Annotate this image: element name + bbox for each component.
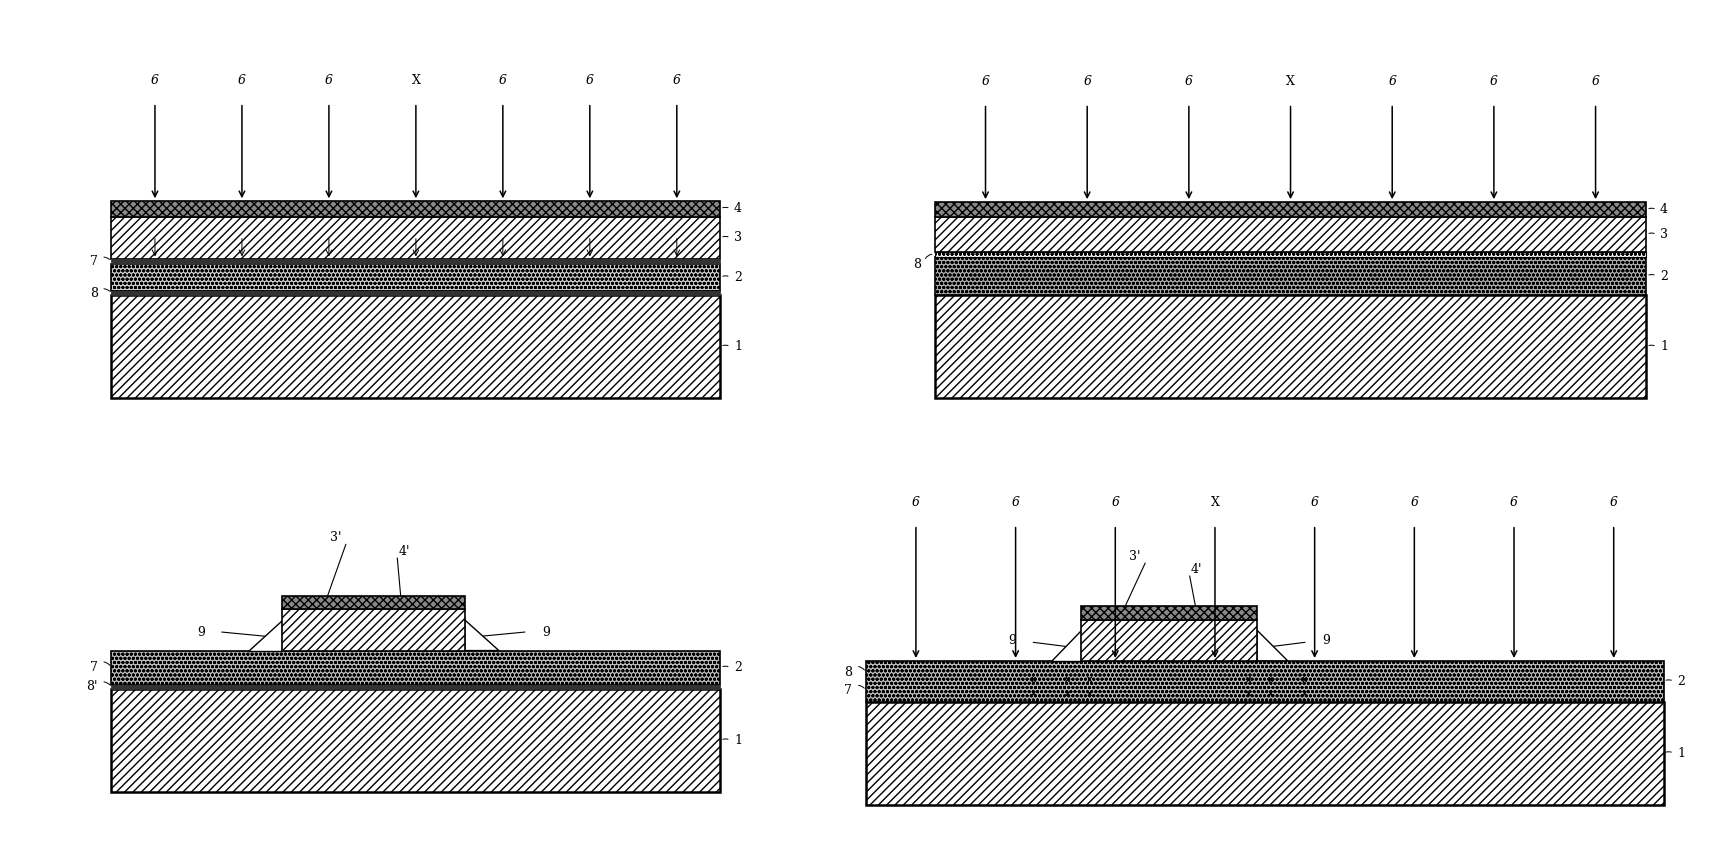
- Text: 6: 6: [912, 496, 919, 509]
- Text: 6: 6: [672, 74, 680, 87]
- Text: 3': 3': [329, 532, 341, 544]
- Bar: [111, 685, 720, 689]
- Text: 2: 2: [734, 270, 742, 284]
- Text: 6: 6: [1609, 496, 1616, 509]
- Polygon shape: [1051, 630, 1082, 661]
- Text: 3: 3: [734, 231, 742, 245]
- Bar: [934, 295, 1645, 398]
- Text: 6: 6: [1083, 75, 1090, 88]
- Text: x: x: [1301, 689, 1306, 698]
- Bar: [866, 661, 1663, 702]
- Bar: [111, 259, 720, 264]
- Text: 6: 6: [151, 74, 159, 87]
- Text: x: x: [1301, 675, 1306, 684]
- Text: 6: 6: [1508, 496, 1517, 509]
- Text: 6: 6: [980, 75, 989, 88]
- Text: 8: 8: [843, 666, 852, 679]
- Bar: [866, 702, 1663, 805]
- Text: 6: 6: [586, 74, 593, 87]
- Bar: [281, 609, 464, 651]
- Bar: [934, 202, 1645, 217]
- Text: x: x: [1030, 689, 1035, 698]
- Bar: [111, 201, 720, 217]
- Bar: [934, 252, 1645, 257]
- Text: 4: 4: [1659, 203, 1668, 217]
- Text: 6: 6: [1111, 496, 1119, 509]
- Text: 7: 7: [89, 661, 98, 675]
- Bar: [111, 291, 720, 295]
- Text: 9: 9: [197, 626, 204, 639]
- Text: x: x: [1030, 675, 1035, 684]
- Polygon shape: [1256, 630, 1287, 661]
- Text: x: x: [1244, 689, 1250, 698]
- Text: 2: 2: [734, 661, 742, 675]
- Text: x: x: [1267, 675, 1272, 684]
- Bar: [111, 295, 720, 398]
- Text: 8: 8: [912, 258, 920, 271]
- Text: 9: 9: [1321, 633, 1328, 647]
- Text: 9: 9: [542, 626, 548, 639]
- Text: 4: 4: [734, 202, 742, 216]
- Text: 7: 7: [89, 255, 98, 268]
- Text: 4': 4': [398, 545, 410, 558]
- Bar: [934, 257, 1645, 295]
- Text: 3': 3': [1128, 550, 1140, 563]
- Text: X: X: [411, 74, 420, 87]
- Text: x: x: [1244, 675, 1250, 684]
- Text: 8': 8': [86, 681, 98, 693]
- Text: 6: 6: [1489, 75, 1496, 88]
- Text: X: X: [1286, 75, 1294, 88]
- Text: X: X: [1210, 496, 1219, 509]
- Text: 6: 6: [1591, 75, 1599, 88]
- Text: 9: 9: [1008, 633, 1016, 647]
- Text: 6: 6: [324, 74, 333, 87]
- Text: x: x: [1087, 689, 1092, 698]
- Text: 1: 1: [734, 734, 742, 747]
- Bar: [111, 264, 720, 291]
- Text: 7: 7: [843, 684, 852, 697]
- Bar: [111, 217, 720, 259]
- Text: 6: 6: [238, 74, 245, 87]
- Text: 6: 6: [1409, 496, 1417, 509]
- Text: 6: 6: [499, 74, 507, 87]
- Text: x: x: [1087, 675, 1092, 684]
- Text: 6: 6: [1011, 496, 1020, 509]
- Bar: [281, 596, 464, 609]
- Text: 1: 1: [1676, 746, 1685, 760]
- Bar: [111, 689, 720, 792]
- Text: 3: 3: [1659, 228, 1668, 241]
- Text: 1: 1: [734, 340, 742, 354]
- Bar: [934, 217, 1645, 252]
- Text: 2: 2: [1676, 675, 1685, 688]
- Text: 2: 2: [1659, 270, 1668, 282]
- Bar: [1082, 606, 1256, 620]
- Text: 6: 6: [1309, 496, 1318, 509]
- Text: 4': 4': [1190, 563, 1202, 576]
- Text: 8: 8: [89, 287, 98, 300]
- Text: 6: 6: [1387, 75, 1395, 88]
- Polygon shape: [464, 620, 499, 651]
- Text: x: x: [1064, 675, 1070, 684]
- Text: x: x: [1064, 689, 1070, 698]
- Text: 1: 1: [1659, 340, 1668, 354]
- Text: 6: 6: [1184, 75, 1193, 88]
- Polygon shape: [247, 620, 281, 651]
- Text: x: x: [1267, 689, 1272, 698]
- Bar: [1082, 620, 1256, 661]
- Bar: [111, 651, 720, 685]
